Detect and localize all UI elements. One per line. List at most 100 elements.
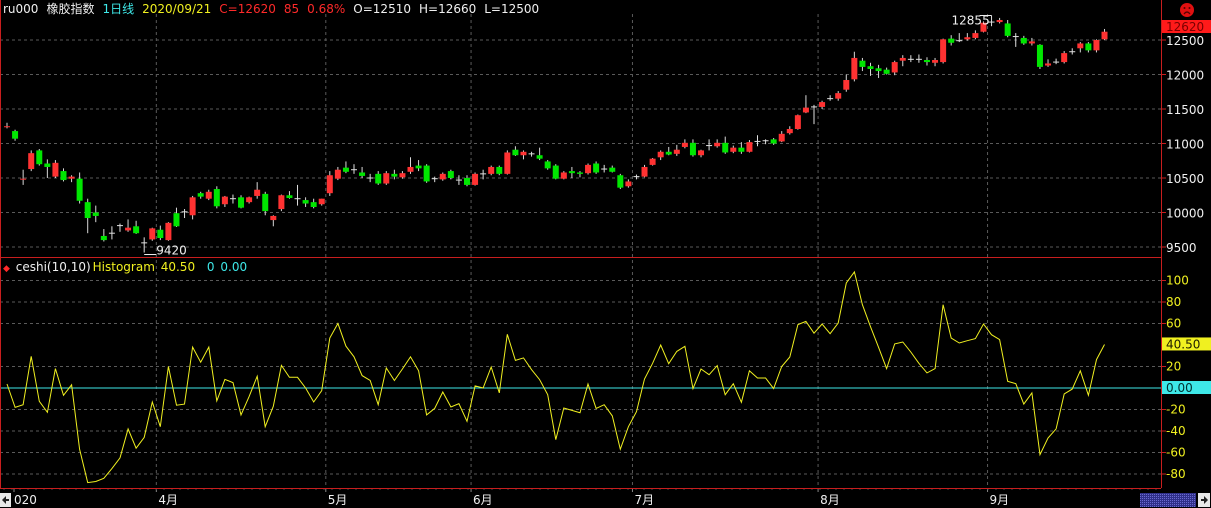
zero-value-label: 0.00 [1166,381,1193,395]
candle-up [794,115,801,130]
period[interactable]: 1日线 [102,2,135,16]
candle-down [197,193,204,197]
arrow-right-icon[interactable] [1198,493,1210,507]
candle-up [1093,40,1100,51]
candle-up [472,173,479,185]
candle-down [770,139,777,144]
indicator-name[interactable]: ceshi(10,10) [15,260,91,274]
arrow-left-glyph [2,496,9,504]
zero-series-value: 0.00 [220,260,248,274]
candle-down [238,197,245,208]
candle-down [423,165,430,182]
indicator-tick-label: 20 [1166,360,1181,374]
indicator-tick-label: -40 [1166,424,1186,438]
change-percent: 0.68% [307,2,346,16]
candle-down [859,60,866,67]
x-tick-label: 9月 [990,493,1010,507]
sad-face-eye [1183,7,1186,9]
sad-face-icon[interactable] [1180,3,1194,17]
indicator-tick-label: -80 [1166,467,1186,481]
candle-up [673,149,680,154]
price-tick-label: 12500 [1166,34,1204,48]
candle-up [899,57,906,61]
symbol-code[interactable]: ru000 [3,2,39,16]
zero-value-tag [1162,381,1211,394]
price-tick-label: 10000 [1166,207,1204,221]
candle-down [496,166,503,174]
candle-up [504,152,511,174]
red-diamond-icon[interactable]: ◆ [3,264,10,274]
sad-face-mouth [1183,11,1191,15]
candle-down [76,178,83,201]
candle-up [1045,63,1052,66]
candle-up [125,227,132,231]
candle-down [44,163,51,167]
candle-down [923,60,930,63]
price-tick-label: 11500 [1166,103,1204,117]
candle-down [391,173,398,177]
candle-up [940,39,947,63]
candle-down [689,142,696,156]
indicator-tick-label: -20 [1166,403,1186,417]
candle-down [310,202,317,207]
candle-up [149,228,156,240]
candle-down [544,161,551,169]
candle-down [576,172,583,174]
grid-lines [0,14,1161,488]
sad-face-circle [1180,3,1194,17]
candle-down [302,200,309,204]
candle-up [488,166,495,174]
candle-down [593,163,600,173]
candle-up [1077,43,1084,49]
candle-up [407,166,414,172]
candle-down [12,131,19,139]
candle-up [625,181,632,187]
candle-up [1061,53,1068,63]
last-price-tag [1162,20,1211,33]
price-tick-label: 10500 [1166,172,1204,186]
arrow-left-icon[interactable] [0,493,11,507]
candle-down [948,38,955,43]
candle-up [996,19,1003,23]
candle-down [665,151,672,155]
candle-up [520,151,527,156]
scrollbar-thumb[interactable] [1140,493,1196,507]
candle-up [254,189,261,196]
candle-up [399,173,406,178]
candle-up [4,126,10,128]
arrow-right-glyph [1201,496,1208,504]
candle-down [1020,37,1027,44]
candle-down [375,173,382,184]
x-tick-label: 7月 [634,493,654,507]
candle-down [867,66,874,69]
x-tick-label: 4月 [158,493,178,507]
open-value: O=12510 [353,2,411,16]
candle-down [875,68,882,72]
candle-up [221,196,228,205]
price-tick-label: 11000 [1166,138,1204,152]
candle-down [213,189,220,207]
candle-up [1028,41,1035,44]
candle-up [560,172,567,179]
candle-up [326,175,333,194]
candle-down [617,175,624,188]
bar-date: 2020/09/21 [142,2,212,16]
candle-up [270,215,277,221]
candle-down [60,171,67,181]
indicator-tick-label: 60 [1166,317,1181,331]
candle-up [802,107,809,113]
candle-down [463,178,470,185]
candle-down [722,142,729,153]
indicator-tick-label: 80 [1166,295,1181,309]
candle-down [609,167,616,172]
candle-up [851,57,858,80]
min-price-label: 9420 [156,244,187,258]
candle-up [20,178,27,180]
candle-up [189,197,196,216]
indicator-tick-label: 100 [1166,274,1189,288]
candle-up [205,191,212,199]
candle-down [1004,23,1011,36]
indicator-tick-label: -60 [1166,446,1186,460]
candle-up [657,151,664,158]
